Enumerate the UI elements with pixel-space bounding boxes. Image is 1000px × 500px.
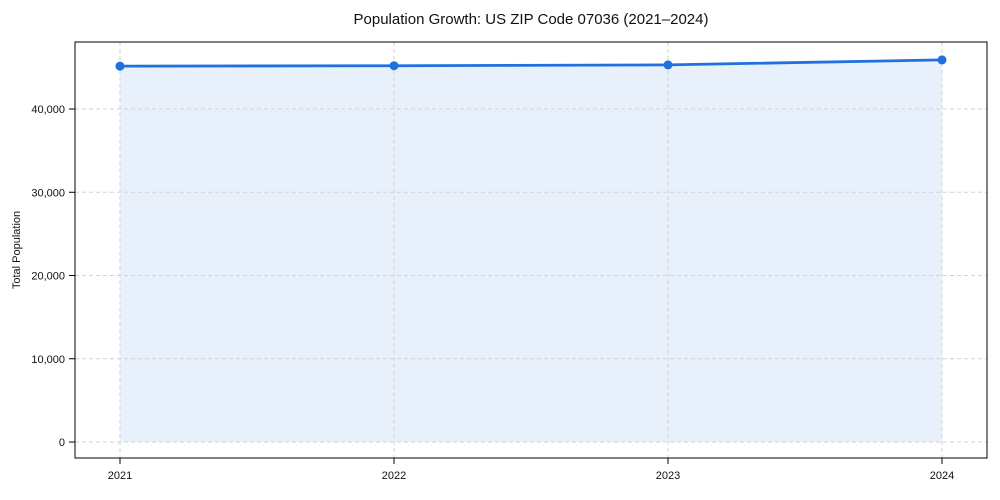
y-tick-label: 10,000 [31, 354, 65, 366]
data-point-marker [389, 61, 399, 71]
data-point-marker [663, 60, 673, 70]
y-tick-label: 0 [59, 437, 65, 449]
plot-border [74, 41, 988, 459]
y-tick-label: 40,000 [31, 104, 65, 116]
x-tick-label: 2022 [382, 470, 406, 482]
population-line [118, 58, 944, 68]
area-fill [120, 59, 942, 443]
y-tick-label: 30,000 [31, 187, 65, 199]
x-tick-label: 2021 [108, 470, 132, 482]
data-point-marker [937, 55, 947, 65]
chart-title: Population Growth: US ZIP Code 07036 (20… [353, 11, 709, 28]
y-tick-label: 20,000 [31, 271, 65, 283]
data-point-marker [115, 61, 125, 71]
x-tick-label: 2023 [656, 470, 680, 482]
x-tick-label: 2024 [930, 470, 954, 482]
